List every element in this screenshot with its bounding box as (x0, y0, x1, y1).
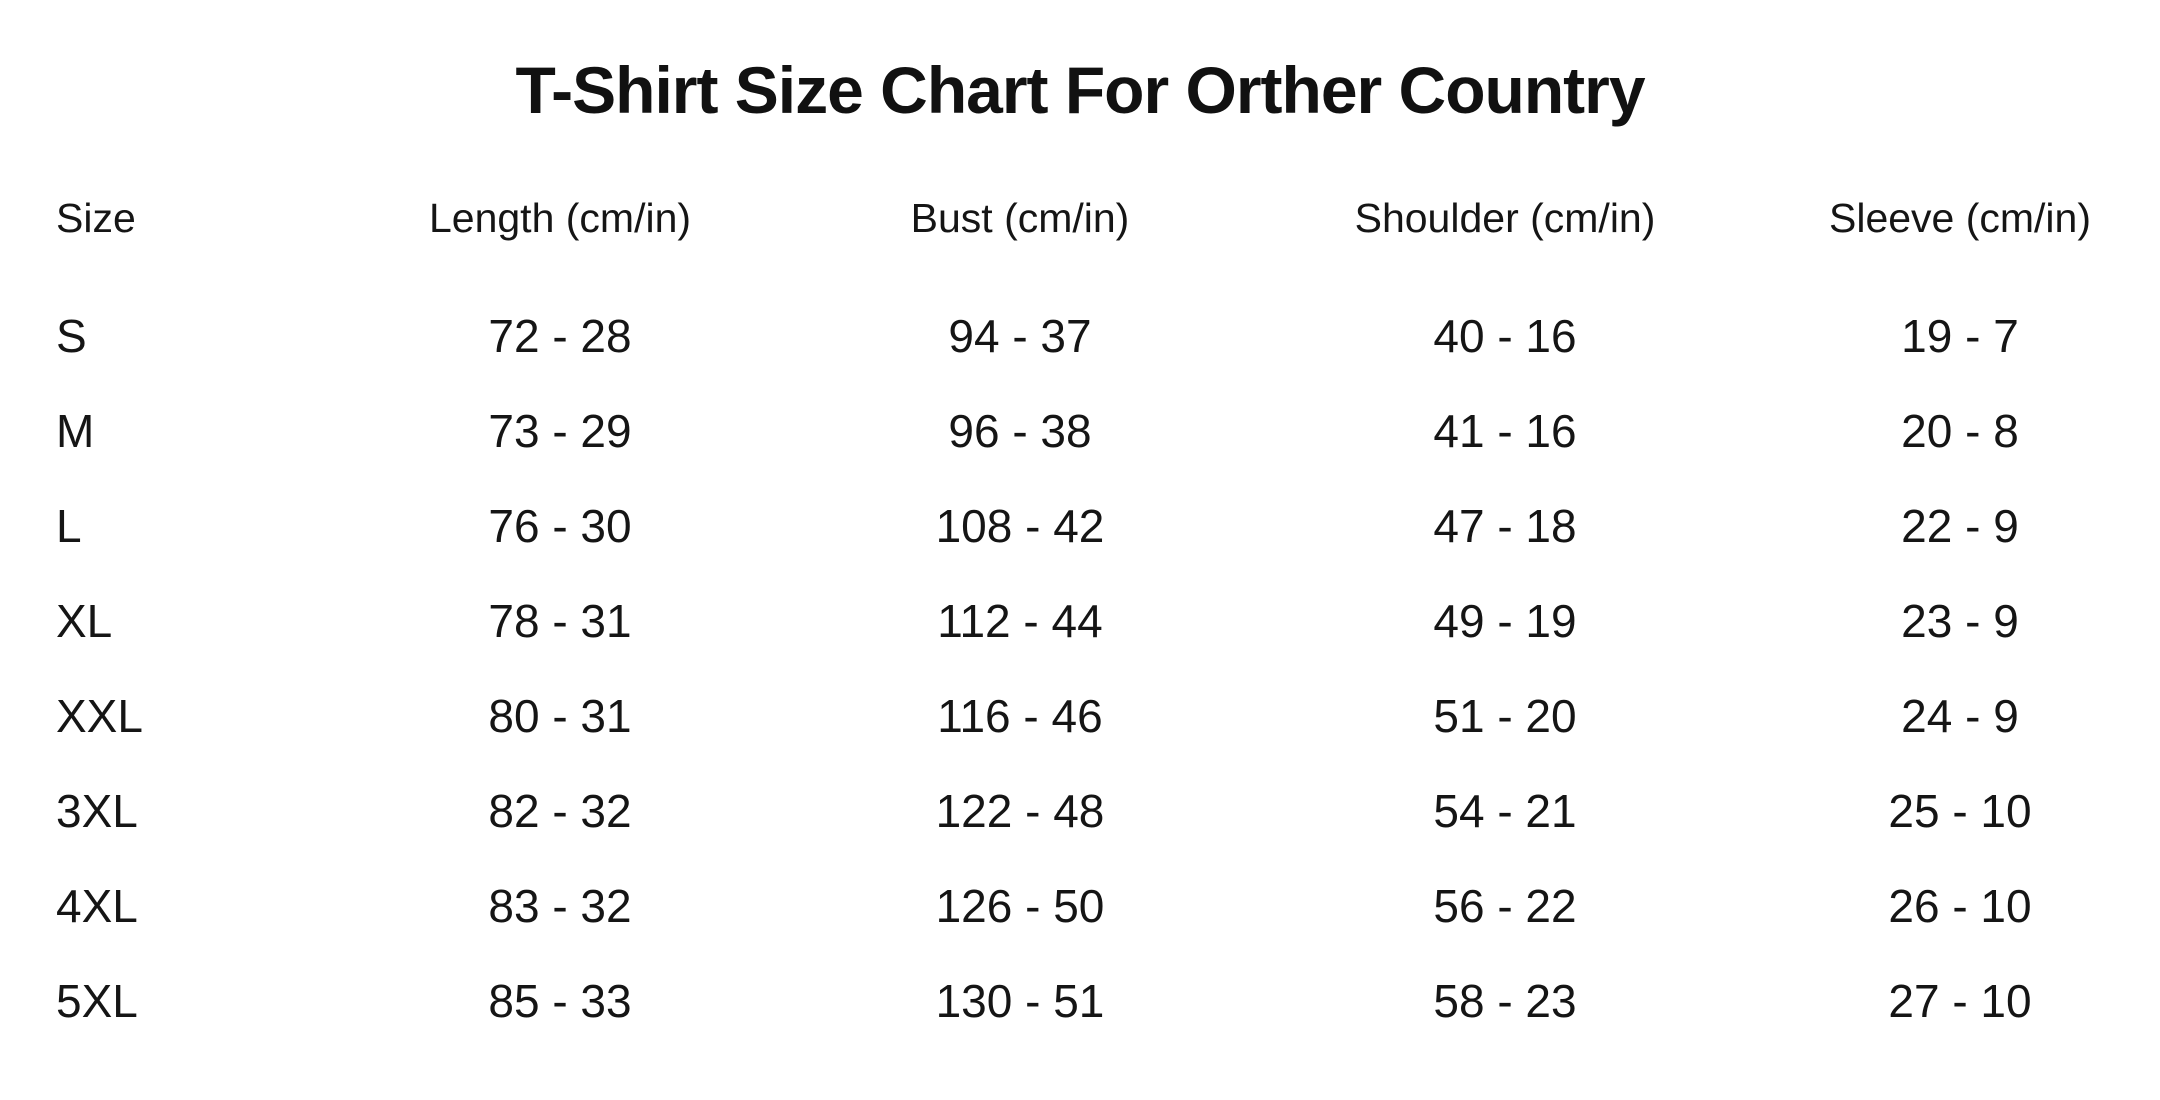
length-cell: 85 - 33 (488, 974, 632, 1027)
shoulder-cell: 58 - 23 (1433, 974, 1577, 1027)
shoulder-cell: 54 - 21 (1433, 784, 1577, 837)
bust-cell: 108 - 42 (935, 499, 1105, 552)
size-cell: S (56, 309, 87, 362)
table-row-m: M 73 - 29 96 - 38 41 - 16 20 - 8 (0, 383, 2160, 478)
length-cell: 73 - 29 (488, 404, 632, 457)
sleeve-cell: 19 - 7 (1901, 309, 2019, 362)
size-cell: 4XL (56, 879, 138, 932)
column-header-size: Size (56, 194, 136, 241)
size-cell: L (56, 499, 82, 552)
table-row-4xl: 4XL 83 - 32 126 - 50 56 - 22 26 - 10 (0, 858, 2160, 953)
shoulder-cell: 56 - 22 (1433, 879, 1577, 932)
size-cell: XXL (56, 689, 143, 742)
shoulder-cell: 51 - 20 (1433, 689, 1577, 742)
bust-cell: 130 - 51 (935, 974, 1105, 1027)
table-row-xxl: XXL 80 - 31 116 - 46 51 - 20 24 - 9 (0, 668, 2160, 763)
table-row-l: L 76 - 30 108 - 42 47 - 18 22 - 9 (0, 478, 2160, 573)
table-row-xl: XL 78 - 31 112 - 44 49 - 19 23 - 9 (0, 573, 2160, 668)
column-header-sleeve: Sleeve (cm/in) (1828, 194, 2091, 241)
sleeve-cell: 24 - 9 (1901, 689, 2019, 742)
bust-cell: 126 - 50 (935, 879, 1105, 932)
table-header-row: Size Length (cm/in) Bust (cm/in) Shoulde… (0, 174, 2160, 262)
bust-cell: 116 - 46 (937, 689, 1103, 742)
page-title: T-Shirt Size Chart For Orther Country (515, 53, 1645, 127)
size-cell: 5XL (56, 974, 138, 1027)
sleeve-cell: 23 - 9 (1901, 594, 2019, 647)
length-cell: 82 - 32 (488, 784, 632, 837)
sleeve-cell: 22 - 9 (1901, 499, 2019, 552)
table-row-s: S 72 - 28 94 - 37 40 - 16 19 - 7 (0, 288, 2160, 383)
length-cell: 80 - 31 (488, 689, 632, 742)
table-row-5xl: 5XL 85 - 33 130 - 51 58 - 23 27 - 10 (0, 953, 2160, 1048)
bust-cell: 122 - 48 (935, 784, 1105, 837)
size-cell: 3XL (56, 784, 138, 837)
bust-cell: 112 - 44 (937, 594, 1103, 647)
shoulder-cell: 47 - 18 (1433, 499, 1577, 552)
sleeve-cell: 20 - 8 (1901, 404, 2019, 457)
bust-cell: 96 - 38 (948, 404, 1092, 457)
length-cell: 76 - 30 (488, 499, 632, 552)
sleeve-cell: 25 - 10 (1888, 784, 2032, 837)
length-cell: 78 - 31 (488, 594, 632, 647)
table-row-3xl: 3XL 82 - 32 122 - 48 54 - 21 25 - 10 (0, 763, 2160, 858)
sleeve-cell: 27 - 10 (1888, 974, 2032, 1027)
size-table: Size Length (cm/in) Bust (cm/in) Shoulde… (0, 174, 2160, 1048)
size-cell: M (56, 404, 95, 457)
column-header-bust: Bust (cm/in) (910, 194, 1130, 241)
shoulder-cell: 41 - 16 (1433, 404, 1577, 457)
shoulder-cell: 40 - 16 (1433, 309, 1577, 362)
length-cell: 83 - 32 (488, 879, 632, 932)
length-cell: 72 - 28 (488, 309, 632, 362)
column-header-length: Length (cm/in) (428, 194, 692, 241)
sleeve-cell: 26 - 10 (1888, 879, 2032, 932)
column-header-shoulder: Shoulder (cm/in) (1354, 194, 1656, 241)
size-cell: XL (56, 594, 113, 647)
shoulder-cell: 49 - 19 (1433, 594, 1577, 647)
bust-cell: 94 - 37 (948, 309, 1092, 362)
